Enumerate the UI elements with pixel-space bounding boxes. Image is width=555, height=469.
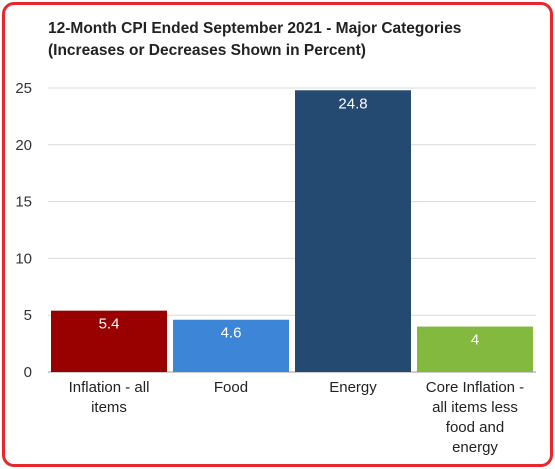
category-label: all items less (432, 399, 518, 416)
y-tick-label: 10 (15, 250, 32, 267)
category-label: energy (452, 439, 498, 456)
category-label: food and (446, 419, 504, 436)
chart-title: 12-Month CPI Ended September 2021 - Majo… (48, 18, 528, 62)
y-tick-label: 5 (24, 307, 32, 324)
data-label: 4.6 (221, 325, 242, 342)
bar (173, 319, 289, 372)
bar (295, 90, 411, 372)
category-label: Inflation - all (69, 379, 150, 396)
bar (51, 310, 167, 372)
y-tick-label: 0 (24, 364, 32, 381)
y-tick-label: 25 (15, 80, 32, 97)
data-label: 5.4 (99, 316, 120, 333)
data-label: 4 (471, 332, 479, 349)
y-tick-label: 15 (15, 194, 32, 211)
category-label: Energy (329, 379, 377, 396)
chart-title-line-2: (Increases or Decreases Shown in Percent… (48, 42, 366, 59)
bar (417, 326, 533, 372)
y-tick-label: 20 (15, 137, 32, 154)
category-label: Core Inflation - (426, 379, 524, 396)
category-label: items (91, 399, 127, 416)
category-label: Food (214, 379, 248, 396)
data-label: 24.8 (338, 95, 367, 112)
chart-title-line-1: 12-Month CPI Ended September 2021 - Majo… (48, 20, 462, 37)
